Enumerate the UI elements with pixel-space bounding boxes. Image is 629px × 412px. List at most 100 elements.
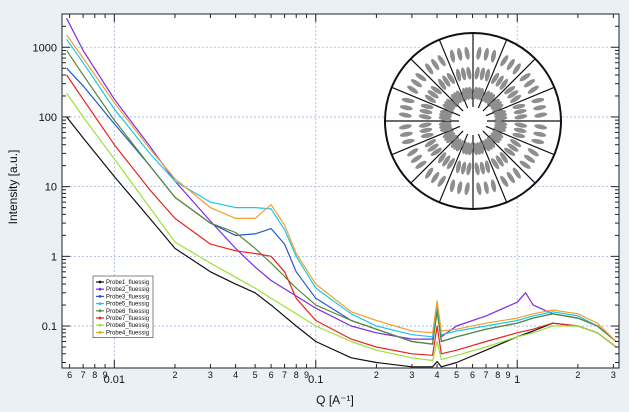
inset-ellipse <box>476 46 482 60</box>
inset-ellipse <box>510 139 522 148</box>
inset-ellipse <box>534 124 548 130</box>
x-minor-tick-label: 6 <box>269 370 274 380</box>
x-minor-tick-label: 3 <box>409 370 414 380</box>
inset-ellipse <box>494 116 508 122</box>
inset-ellipse <box>457 47 463 61</box>
inset-ellipse <box>449 179 456 193</box>
inset-ellipse <box>484 138 493 150</box>
inset-ellipse <box>476 182 482 196</box>
legend-marker-8 <box>98 331 102 334</box>
inset-ellipse <box>461 161 467 175</box>
y-tick-label: 10 <box>45 182 57 194</box>
inset-ellipse <box>444 101 456 110</box>
inset-ellipse <box>420 103 434 110</box>
inset-ellipse <box>490 49 497 63</box>
series-line-7 <box>66 92 617 362</box>
inset-ellipse <box>484 160 491 174</box>
legend-marker-7 <box>98 323 102 327</box>
legend-marker-5 <box>98 309 102 313</box>
inset-ellipse <box>492 129 504 138</box>
series-line-5 <box>66 50 617 345</box>
inset-ellipse <box>481 90 490 102</box>
inset-ellipse <box>427 143 439 152</box>
inset-ellipse <box>468 86 474 100</box>
legend-label-7: Probe8_fluessig <box>106 323 149 329</box>
inset-ellipse <box>466 66 472 80</box>
inset-ellipse <box>527 148 539 157</box>
inset-ellipse <box>488 98 500 108</box>
inset-ellipse <box>398 112 412 118</box>
inset-ellipse <box>484 92 493 104</box>
legend-marker-4 <box>98 302 102 305</box>
inset-ellipse <box>424 94 436 103</box>
legend-label-1: Probe1_fluessig <box>106 280 149 286</box>
series-line-1 <box>66 116 617 368</box>
inset-ellipse <box>510 94 522 103</box>
legend-label-4: Probe5_fluessig <box>106 302 149 308</box>
y-tick-label: 1 <box>51 251 57 263</box>
inset-ellipse <box>533 105 547 111</box>
legend-box <box>92 275 154 338</box>
inset-ellipse <box>399 105 413 111</box>
inset-ellipse <box>481 140 490 152</box>
inset-ellipse <box>507 143 519 152</box>
inset-ellipse <box>506 171 515 184</box>
legend-marker-6 <box>98 316 102 320</box>
x-minor-tick-label: 8 <box>495 370 500 380</box>
x-minor-tick-label: 5 <box>253 370 258 380</box>
inset-ellipse <box>504 86 516 95</box>
inset-ellipse <box>534 112 548 118</box>
x-tick-label: 0.1 <box>308 374 323 386</box>
inset-ellipse <box>519 73 531 82</box>
inset-ellipse <box>446 134 458 144</box>
x-minor-tick-label: 4 <box>233 370 238 380</box>
inset-ellipse <box>438 152 447 164</box>
inset-ellipse <box>490 132 502 141</box>
x-minor-tick-label: 8 <box>294 370 299 380</box>
inset-ellipse <box>446 98 458 108</box>
inset-ellipse <box>466 162 472 176</box>
inset-ellipse <box>512 103 526 110</box>
inset-ellipse <box>474 162 480 176</box>
inset-ellipse <box>484 68 491 82</box>
inset-ellipse <box>507 90 519 99</box>
inset-ellipse <box>398 124 412 130</box>
inset-ellipse <box>500 55 509 67</box>
y-tick-label: 100 <box>39 112 57 124</box>
x-minor-tick-label: 6 <box>67 370 72 380</box>
x-minor-tick-label: 2 <box>374 370 379 380</box>
y-tick-label: 1000 <box>33 42 57 54</box>
inset-ellipse <box>499 78 508 90</box>
inset-ellipse <box>420 132 434 139</box>
inset-ellipse <box>483 47 489 61</box>
inset-ellipse <box>492 104 504 113</box>
inset-ellipse <box>444 132 456 141</box>
inset-ellipse <box>415 73 427 82</box>
inset-ellipse <box>512 167 521 179</box>
inset-ellipse <box>464 182 470 196</box>
inset-ellipse <box>424 139 436 148</box>
inset-ellipse <box>491 72 500 84</box>
inset-ellipse <box>464 46 470 60</box>
inset-ellipse <box>438 78 447 90</box>
inset-ellipse <box>533 131 547 137</box>
inset-ellipse <box>442 104 454 113</box>
inset-ellipse <box>488 134 500 144</box>
x-minor-tick-label: 3 <box>611 370 616 380</box>
inset-ellipse <box>427 90 439 99</box>
inset-ellipse <box>442 155 451 167</box>
x-minor-tick-label: 2 <box>172 370 177 380</box>
inset-ellipse <box>410 79 423 88</box>
inset-ellipse <box>527 85 539 94</box>
inset-ellipse <box>479 67 485 81</box>
inset-ellipse <box>446 158 455 170</box>
inset-ellipse <box>449 49 456 63</box>
x-minor-tick-label: 2 <box>575 370 580 380</box>
inset-ellipse <box>531 97 545 104</box>
inset-ellipse <box>457 181 463 195</box>
inset-ellipse <box>415 160 427 169</box>
x-tick-label: 0.01 <box>104 374 125 386</box>
x-minor-tick-label: 7 <box>484 370 489 380</box>
x-minor-tick-label: 5 <box>454 370 459 380</box>
x-minor-tick-label: 9 <box>103 370 108 380</box>
